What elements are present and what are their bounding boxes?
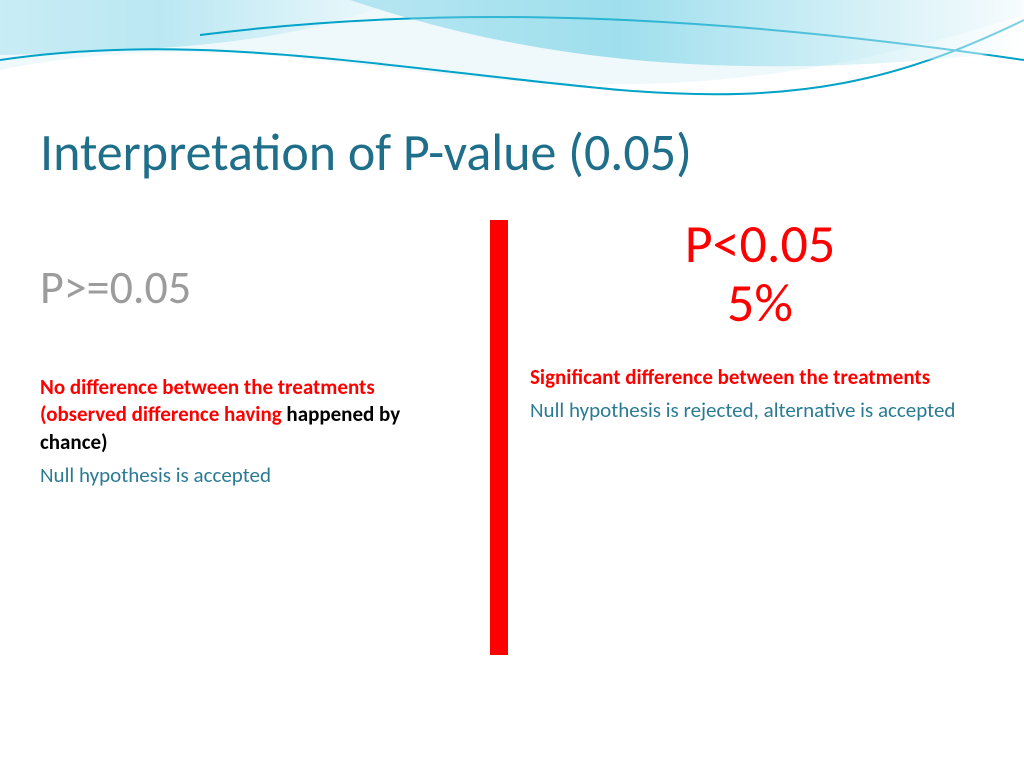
left-heading: P>=0.05 bbox=[40, 260, 460, 316]
right-heading-wrap: P<0.05 5% bbox=[530, 215, 990, 334]
slide-title: Interpretation of P-value (0.05) bbox=[40, 120, 692, 184]
right-body: Significant difference between the treat… bbox=[530, 364, 990, 425]
left-line1: No difference between the treatments (ob… bbox=[40, 374, 460, 456]
wave-decoration bbox=[0, 0, 1024, 140]
left-body: No difference between the treatments (ob… bbox=[40, 374, 460, 489]
slide: Interpretation of P-value (0.05) P>=0.05… bbox=[0, 0, 1024, 768]
vertical-divider bbox=[490, 220, 508, 655]
right-column: P<0.05 5% Significant difference between… bbox=[530, 215, 990, 424]
left-line2: Null hypothesis is accepted bbox=[40, 462, 460, 489]
right-heading1: P<0.05 bbox=[530, 215, 990, 274]
right-line1: Significant difference between the treat… bbox=[530, 364, 990, 391]
right-heading2: 5% bbox=[530, 274, 990, 333]
right-line2: Null hypothesis is rejected, alternative… bbox=[530, 397, 990, 424]
left-column: P>=0.05 No difference between the treatm… bbox=[40, 260, 460, 489]
